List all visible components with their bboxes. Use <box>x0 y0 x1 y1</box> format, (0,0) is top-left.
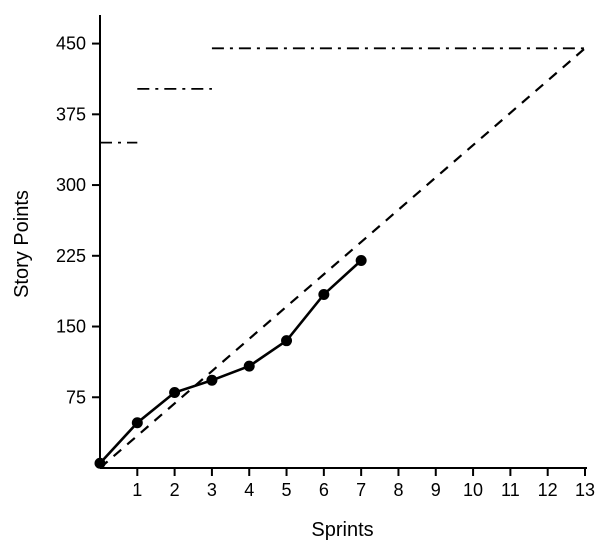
x-tick-label: 10 <box>463 480 483 500</box>
x-tick-label: 5 <box>282 480 292 500</box>
y-axis-label: Story Points <box>11 190 33 298</box>
x-tick-label: 4 <box>244 480 254 500</box>
chart-svg: 7515022530037545012345678910111213Sprint… <box>0 0 607 548</box>
data-point <box>95 458 105 468</box>
data-point <box>282 336 292 346</box>
data-point <box>132 418 142 428</box>
x-tick-label: 7 <box>356 480 366 500</box>
x-tick-label: 12 <box>538 480 558 500</box>
data-point <box>207 375 217 385</box>
x-tick-label: 3 <box>207 480 217 500</box>
ideal-line <box>100 48 585 468</box>
x-tick-label: 8 <box>393 480 403 500</box>
y-tick-label: 225 <box>56 246 86 266</box>
y-tick-label: 450 <box>56 34 86 54</box>
data-point <box>319 289 329 299</box>
data-point <box>356 256 366 266</box>
x-tick-label: 1 <box>132 480 142 500</box>
burnup-chart: 7515022530037545012345678910111213Sprint… <box>0 0 607 548</box>
y-tick-label: 300 <box>56 175 86 195</box>
x-tick-label: 9 <box>431 480 441 500</box>
x-tick-label: 6 <box>319 480 329 500</box>
x-tick-label: 11 <box>501 480 520 500</box>
x-tick-label: 2 <box>170 480 180 500</box>
y-tick-label: 75 <box>66 387 86 407</box>
data-point <box>170 388 180 398</box>
y-tick-label: 375 <box>56 104 86 124</box>
y-tick-label: 150 <box>56 317 86 337</box>
x-tick-label: 13 <box>575 480 595 500</box>
x-axis-label: Sprints <box>311 519 373 541</box>
data-point <box>244 361 254 371</box>
